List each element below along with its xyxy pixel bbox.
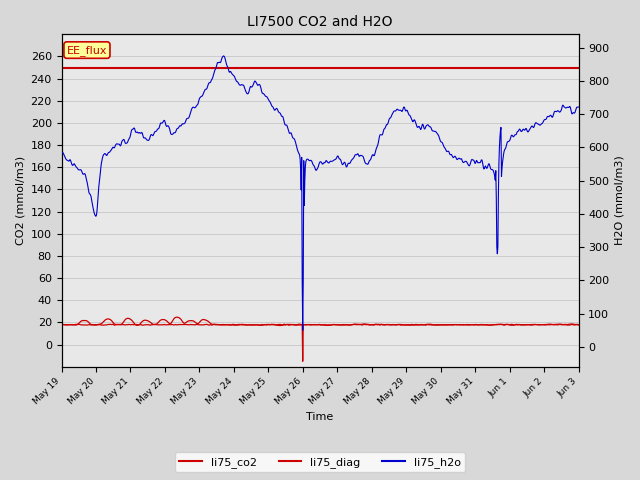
li75_h2o [286,131,294,136]
Legend: li75_co2, li75_diag, li75_h2o: li75_co2, li75_diag, li75_h2o [175,452,465,472]
li75_co2 [287,322,294,327]
Y-axis label: CO2 (mmol/m3): CO2 (mmol/m3) [15,156,25,245]
li75_h2o [58,150,65,156]
li75_h2o [111,145,118,151]
li75_co2 [173,314,180,320]
li75_diag [267,322,275,327]
li75_co2 [471,322,479,328]
li75_diag [414,322,422,328]
li75_h2o [414,124,422,130]
Line: li75_h2o: li75_h2o [61,56,579,330]
li75_h2o [471,160,479,166]
li75_h2o [299,327,307,333]
li75_diag [575,322,582,328]
li75_h2o [220,53,227,59]
li75_diag [280,321,288,327]
Title: LI7500 CO2 and H2O: LI7500 CO2 and H2O [247,15,393,29]
Text: EE_flux: EE_flux [67,45,107,56]
li75_co2 [462,322,470,328]
li75_diag [58,322,65,327]
li75_co2 [58,322,65,327]
li75_co2 [575,322,582,328]
li75_diag [111,322,118,328]
li75_co2 [276,323,284,328]
Line: li75_diag: li75_diag [61,324,579,361]
X-axis label: Time: Time [307,412,333,422]
li75_h2o [575,104,582,110]
li75_co2 [268,322,275,327]
li75_diag [299,359,307,364]
li75_diag [471,322,479,327]
li75_co2 [414,322,422,328]
Y-axis label: H2O (mmol/m3): H2O (mmol/m3) [615,156,625,245]
li75_h2o [462,158,470,164]
li75_h2o [268,102,275,108]
li75_co2 [111,321,118,327]
Line: li75_co2: li75_co2 [61,317,579,325]
li75_diag [286,322,294,328]
li75_diag [462,322,470,328]
